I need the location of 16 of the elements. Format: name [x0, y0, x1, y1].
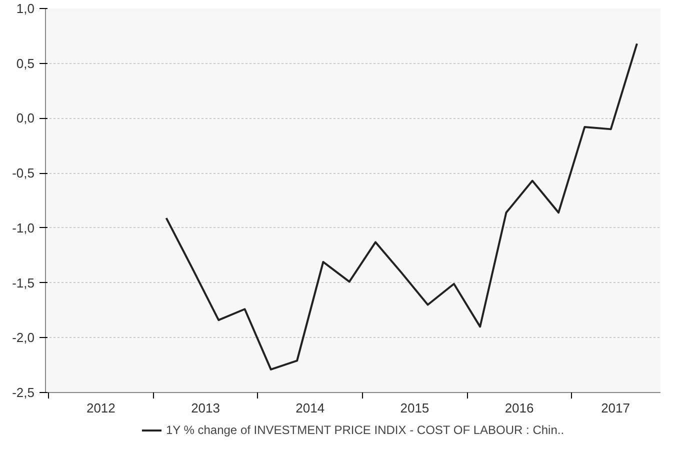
x-tick-label: 2012 [86, 400, 116, 416]
y-tick-label: 1,0 [16, 1, 35, 16]
y-tick-label: 0,0 [16, 110, 35, 126]
y-tick-label: -0,5 [12, 166, 35, 181]
y-tick-label: -1,5 [12, 275, 35, 290]
line-series [165, 42, 638, 370]
y-tick-label: 0,5 [16, 56, 35, 71]
legend-label: 1Y % change of INVESTMENT PRICE INDIX - COST OF LABOUR : Chin.. [166, 423, 564, 437]
x-tick-label: 2013 [191, 400, 220, 416]
y-tick-label: -1,0 [12, 220, 35, 236]
y-tick-label: -2,0 [12, 330, 35, 346]
x-tick-label: 2017 [601, 400, 630, 416]
x-tick-label: 2014 [296, 400, 325, 416]
x-tick-label: 2015 [400, 400, 430, 416]
y-tick-label: -2,5 [12, 385, 35, 400]
x-tick-label: 2016 [504, 400, 534, 416]
